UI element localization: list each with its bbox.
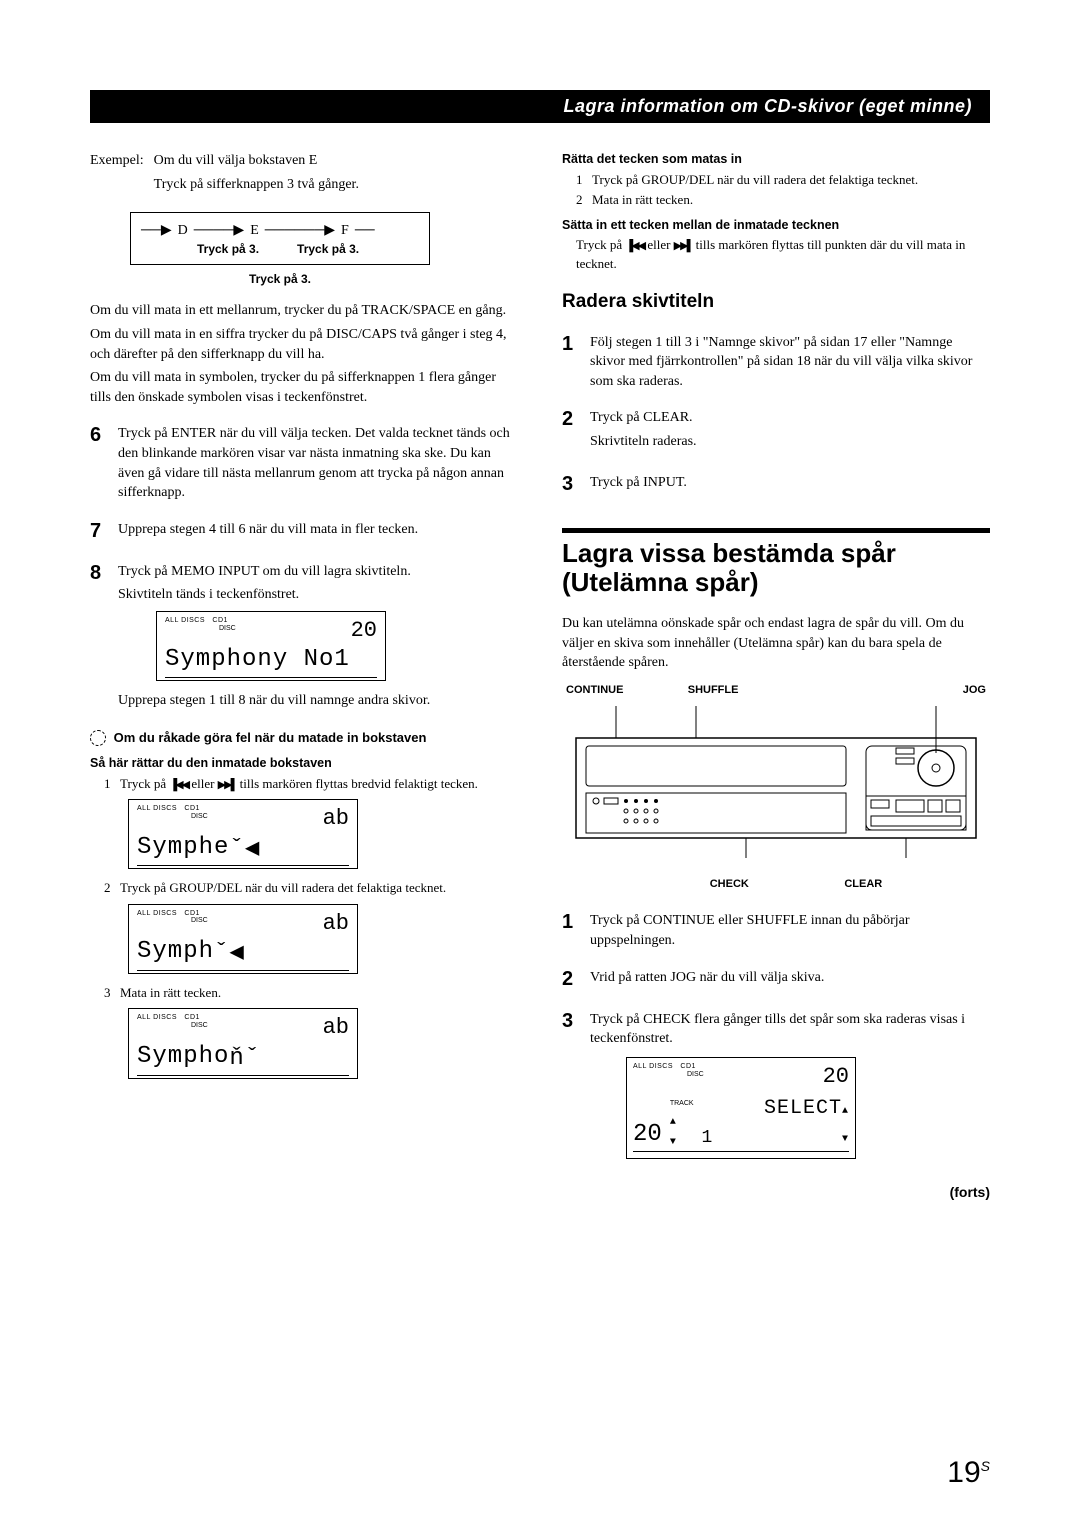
para-symbol: Om du vill mata in symbolen, trycker du …: [90, 368, 518, 407]
letter-diagram: ──▶D ────▶E ──────▶F ── Tryck på 3. Tryc…: [130, 212, 430, 264]
example-label: Exempel:: [90, 151, 144, 198]
skip-next-icon: ▶▶▌: [674, 240, 693, 252]
right-column: Rätta det tecken som matas in 1Tryck på …: [562, 151, 990, 1203]
r-step-2-num: 2: [562, 405, 580, 455]
step-8-num: 8: [90, 559, 108, 715]
lcd-display-5: ALL DISCS CD1 DISC 20 20 TRACK ▲▼ 1: [626, 1057, 856, 1160]
step-7-num: 7: [90, 517, 108, 545]
correct-item-3: 3Mata in rätt tecken.: [104, 984, 518, 1002]
intro-text: Du kan utelämna oönskade spår och endast…: [562, 614, 990, 673]
b-step-1-num: 1: [562, 908, 580, 950]
b-step-3-body: Tryck på CHECK flera gånger tills det sp…: [590, 1007, 990, 1170]
para-space: Om du vill mata in ett mellanrum, trycke…: [90, 301, 518, 321]
r-step-1-num: 1: [562, 330, 580, 392]
right-item-1: 1Tryck på GROUP/DEL när du vill radera d…: [576, 171, 990, 189]
tip-icon: [90, 730, 106, 746]
step-6-num: 6: [90, 421, 108, 502]
b-step-2-num: 2: [562, 965, 580, 993]
section-header: Lagra information om CD-skivor (eget min…: [90, 90, 990, 123]
b-step-3-num: 3: [562, 1007, 580, 1170]
b-step-1-body: Tryck på CONTINUE eller SHUFFLE innan du…: [590, 908, 990, 950]
r-step-1-body: Följ stegen 1 till 3 i "Namnge skivor" p…: [590, 330, 990, 392]
skip-next-icon: ▶▶▌: [218, 779, 237, 791]
example-line2: Tryck på sifferknappen 3 två gånger.: [154, 175, 359, 195]
sub-correct-letter: Så här rättar du den inmatade bokstaven: [90, 755, 518, 773]
r-step-2-body: Tryck på CLEAR. Skrivtiteln raderas.: [590, 405, 990, 455]
press-label-below: Tryck på 3.: [130, 271, 430, 288]
page-number: 19S: [947, 1456, 990, 1490]
r-step-3-num: 3: [562, 470, 580, 498]
divider: [562, 528, 990, 533]
continued-label: (forts): [562, 1183, 990, 1203]
b-step-2-body: Vrid på ratten JOG när du vill välja ski…: [590, 965, 990, 993]
right-item-2: 2Mata in rätt tecken.: [576, 191, 990, 209]
step-6-body: Tryck på ENTER när du vill välja tecken.…: [118, 421, 518, 502]
correct-item-1: 1 Tryck på ▐◀◀ eller ▶▶▌ tills markören …: [104, 775, 518, 793]
lcd-display-1: ALL DISCS CD1 DISC 20 Symphony No1: [156, 611, 386, 681]
heading-store-tracks: Lagra vissa bestämda spår (Utelämna spår…: [562, 539, 990, 599]
sub-correct-input: Rätta det tecken som matas in: [562, 151, 990, 169]
insert-text: Tryck på ▐◀◀ eller ▶▶▌ tills markören fl…: [576, 236, 990, 273]
lcd-display-4: ALL DISCS CD1 DISC ab Symphoňˇ: [128, 1008, 358, 1078]
correct-item-2: 2Tryck på GROUP/DEL när du vill radera d…: [104, 879, 518, 897]
device-svg: [562, 698, 990, 868]
left-column: Exempel: Om du vill välja bokstaven E Tr…: [90, 151, 518, 1203]
skip-prev-icon: ▐◀◀: [169, 779, 188, 791]
para-digit: Om du vill mata in en siffra trycker du …: [90, 325, 518, 364]
sub-insert: Sätta in ett tecken mellan de inmatade t…: [562, 217, 990, 235]
lcd-display-2: ALL DISCS CD1 DISC ab Sympheˇ◀: [128, 799, 358, 869]
tip-heading: Om du råkade göra fel när du matade in b…: [90, 729, 518, 747]
device-diagram: CONTINUE SHUFFLE JOG: [562, 683, 990, 892]
lcd-display-3: ALL DISCS CD1 DISC ab Symphˇ◀: [128, 904, 358, 974]
step-8-body: Tryck på MEMO INPUT om du vill lagra ski…: [118, 559, 518, 715]
heading-delete-title: Radera skivtiteln: [562, 289, 990, 316]
step-7-body: Upprepa stegen 4 till 6 när du vill mata…: [118, 517, 518, 545]
example-line1: Om du vill välja bokstaven E: [154, 151, 359, 171]
skip-prev-icon: ▐◀◀: [625, 240, 644, 252]
r-step-3-body: Tryck på INPUT.: [590, 470, 990, 498]
